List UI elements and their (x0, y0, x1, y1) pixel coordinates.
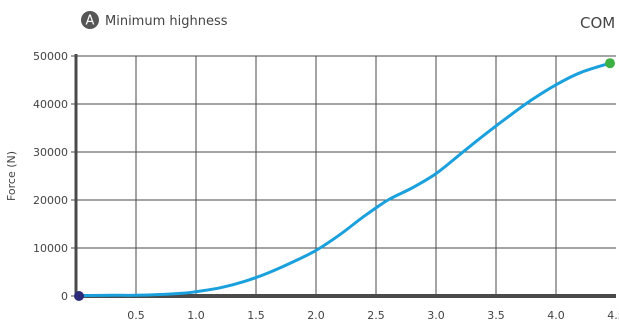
grid (76, 55, 616, 296)
start-point-marker (74, 291, 84, 301)
x-tick-label: 2.5 (367, 309, 385, 322)
badge-circle (81, 11, 99, 29)
x-tick-label: 3.5 (487, 309, 505, 322)
y-tick-label: 20000 (33, 194, 68, 207)
y-tick-label: 10000 (33, 242, 68, 255)
y-tick-label: 40000 (33, 98, 68, 111)
x-tick-label: 4.5 (607, 309, 619, 322)
axes (74, 54, 616, 298)
series (74, 61, 612, 298)
x-tick-label: 3.0 (427, 309, 445, 322)
badge-letter: A (86, 14, 95, 29)
markers (74, 58, 615, 301)
chart-title: Minimum highness (105, 14, 228, 29)
x-tick-label: 0.5 (127, 309, 145, 322)
y-tick-label: 50000 (33, 50, 68, 63)
y-axis-tick-labels: 0 10000 20000 30000 40000 50000 (33, 50, 76, 303)
x-tick-label: 1.0 (187, 309, 205, 322)
end-point-marker (605, 58, 615, 69)
x-axis-tick-labels: 0.5 1.0 1.5 2.0 2.5 3.0 3.5 4.0 4.5 (127, 309, 619, 322)
x-tick-label: 2.0 (307, 309, 325, 322)
x-tick-label: 1.5 (247, 309, 265, 322)
force-series-line (74, 61, 612, 298)
y-axis-label: Force (N) (5, 151, 18, 201)
y-tick-label: 30000 (33, 146, 68, 159)
header-right-text: COM (580, 14, 615, 32)
x-tick-label: 4.0 (547, 309, 565, 322)
y-tick-label: 0 (61, 290, 68, 303)
chart-header: A Minimum highness COM (81, 11, 615, 32)
